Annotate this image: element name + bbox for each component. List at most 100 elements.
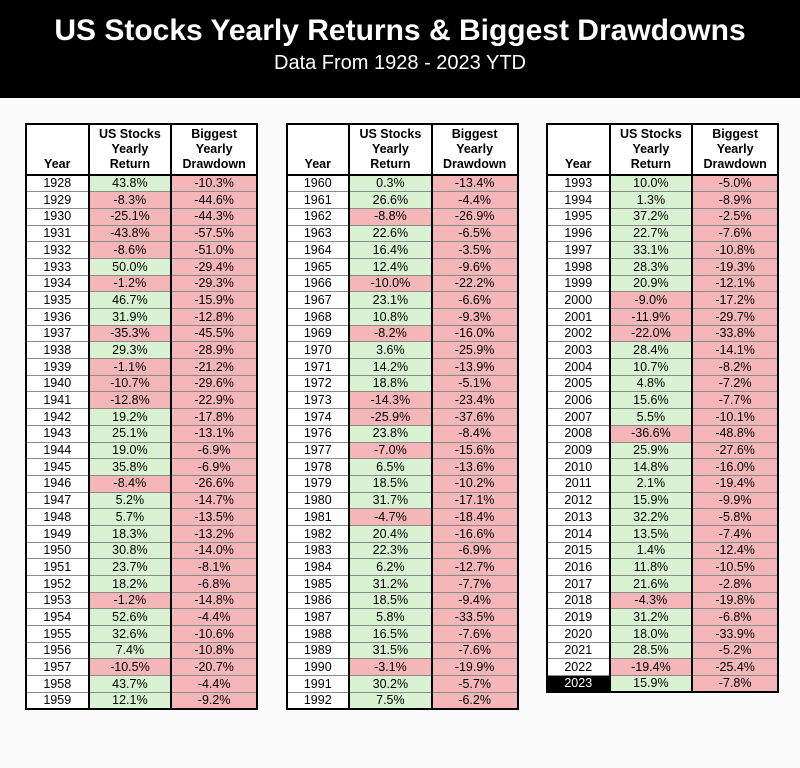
return-cell: 29.3% xyxy=(87,341,172,359)
table-row: 2021 28.5% -5.2% xyxy=(547,641,778,659)
year-cell: 1995 xyxy=(547,207,610,226)
year-cell: 1998 xyxy=(547,257,610,276)
drawdown-cell: -18.4% xyxy=(430,508,518,526)
drawdown-cell: -29.6% xyxy=(170,374,257,392)
return-cell: 6.2% xyxy=(348,558,432,576)
return-cell: 32.2% xyxy=(608,508,693,526)
drawdown-cell: -28.9% xyxy=(170,341,257,359)
year-cell: 1991 xyxy=(286,675,350,693)
return-cell: -7.0% xyxy=(348,441,432,459)
year-cell: 1951 xyxy=(26,558,89,576)
year-cell: 1952 xyxy=(26,575,89,593)
table-row: 1932 -8.6% -51.0% xyxy=(26,241,257,259)
return-cell: -25.1% xyxy=(87,207,172,226)
drawdown-cell: -8.2% xyxy=(691,358,778,376)
drawdown-cell: -10.5% xyxy=(691,558,778,576)
return-cell: 22.3% xyxy=(348,541,432,559)
year-cell: 1947 xyxy=(26,491,89,509)
return-cell: 12.1% xyxy=(87,691,172,709)
year-cell: 1959 xyxy=(26,691,89,709)
drawdown-cell: -48.8% xyxy=(691,424,778,442)
table-row: 1955 32.6% -10.6% xyxy=(26,625,257,643)
return-cell: 31.5% xyxy=(348,641,432,659)
year-cell: 1981 xyxy=(286,508,350,526)
return-cell: 5.2% xyxy=(87,491,172,509)
drawdown-cell: -26.6% xyxy=(170,474,257,493)
return-cell: 1.3% xyxy=(608,191,693,209)
drawdown-cell: -13.2% xyxy=(170,524,257,543)
table-row: 1939 -1.1% -21.2% xyxy=(26,358,257,376)
table-row: 2009 25.9% -27.6% xyxy=(547,441,778,459)
table-row: 2023 15.9% -7.8% xyxy=(547,675,778,693)
table-row: 2022 -19.4% -25.4% xyxy=(547,658,778,676)
table-row: 1972 18.8% -5.1% xyxy=(286,374,518,392)
table-row: 2003 28.4% -14.1% xyxy=(547,341,778,359)
return-cell: 13.5% xyxy=(608,524,693,543)
year-cell: 2012 xyxy=(547,491,610,509)
year-cell: 2015 xyxy=(547,541,610,559)
return-cell: -25.9% xyxy=(348,408,432,426)
return-cell: 7.4% xyxy=(87,641,172,659)
drawdown-cell: -5.0% xyxy=(691,175,778,192)
table-row: 2008 -36.6% -48.8% xyxy=(547,424,778,442)
year-cell: 2002 xyxy=(547,324,610,342)
return-cell: 18.3% xyxy=(87,524,172,543)
return-cell: -10.7% xyxy=(87,374,172,392)
year-cell: 1934 xyxy=(26,274,89,292)
drawdown-cell: -44.6% xyxy=(170,191,257,209)
table-row: 1974 -25.9% -37.6% xyxy=(286,408,518,426)
year-cell: 1940 xyxy=(26,374,89,392)
column-header-return: US Stocks Yearly Return xyxy=(87,124,172,176)
table-row: 2017 21.6% -2.8% xyxy=(547,575,778,593)
year-cell: 1942 xyxy=(26,408,89,426)
drawdown-cell: -2.5% xyxy=(691,207,778,226)
return-cell: 22.7% xyxy=(608,224,693,242)
year-cell: 1992 xyxy=(286,691,350,709)
year-cell: 1941 xyxy=(26,391,89,409)
year-cell: 1990 xyxy=(286,658,350,676)
table-row: 1989 31.5% -7.6% xyxy=(286,641,518,659)
return-cell: -19.4% xyxy=(608,658,693,676)
table-row: 1998 28.3% -19.3% xyxy=(547,257,778,276)
year-cell: 1966 xyxy=(286,274,350,292)
table-row: 1970 3.6% -25.9% xyxy=(286,341,518,359)
drawdown-cell: -10.6% xyxy=(170,625,257,643)
header-row: Year US Stocks Yearly Return Biggest Yearly Dr… xyxy=(547,124,778,176)
year-cell: 1982 xyxy=(286,524,350,543)
drawdown-cell: -6.5% xyxy=(430,224,518,242)
table-row: 2007 5.5% -10.1% xyxy=(547,408,778,426)
table-row: 1997 33.1% -10.8% xyxy=(547,241,778,259)
returns-table-1928-1959: Year US Stocks Yearly Return Biggest Yearly Dr… xyxy=(25,123,258,710)
return-cell: 31.7% xyxy=(348,491,432,509)
table-row: 2001 -11.9% -29.7% xyxy=(547,308,778,326)
drawdown-cell: -4.4% xyxy=(430,191,518,209)
drawdown-cell: -10.8% xyxy=(691,241,778,259)
return-cell: 28.5% xyxy=(608,641,693,659)
return-cell: 31.2% xyxy=(348,575,432,593)
table-row: 2006 15.6% -7.7% xyxy=(547,391,778,409)
drawdown-cell: -6.9% xyxy=(430,541,518,559)
return-cell: 30.8% xyxy=(87,541,172,559)
return-cell: 43.7% xyxy=(87,675,172,693)
table-row: 1978 6.5% -13.6% xyxy=(286,458,518,476)
return-cell: 19.2% xyxy=(87,408,172,426)
year-cell: 2021 xyxy=(547,641,610,659)
drawdown-cell: -16.0% xyxy=(430,324,518,342)
drawdown-cell: -26.9% xyxy=(430,207,518,226)
year-cell: 1935 xyxy=(26,291,89,309)
return-cell: 3.6% xyxy=(348,341,432,359)
drawdown-cell: -6.9% xyxy=(170,458,257,476)
return-cell: 35.8% xyxy=(87,458,172,476)
page-title: US Stocks Yearly Returns & Biggest Drawd… xyxy=(54,14,746,47)
year-cell: 2005 xyxy=(547,374,610,392)
year-cell: 1994 xyxy=(547,191,610,209)
return-cell: 10.0% xyxy=(608,175,693,192)
column-header-year: Year xyxy=(26,124,89,176)
table-row: 1930 -25.1% -44.3% xyxy=(26,207,257,226)
year-cell: 2020 xyxy=(547,625,610,643)
table-row: 1936 31.9% -12.8% xyxy=(26,308,257,326)
table-row: 2005 4.8% -7.2% xyxy=(547,374,778,392)
drawdown-cell: -7.6% xyxy=(691,224,778,242)
year-cell: 1969 xyxy=(286,324,350,342)
return-cell: 37.2% xyxy=(608,207,693,226)
